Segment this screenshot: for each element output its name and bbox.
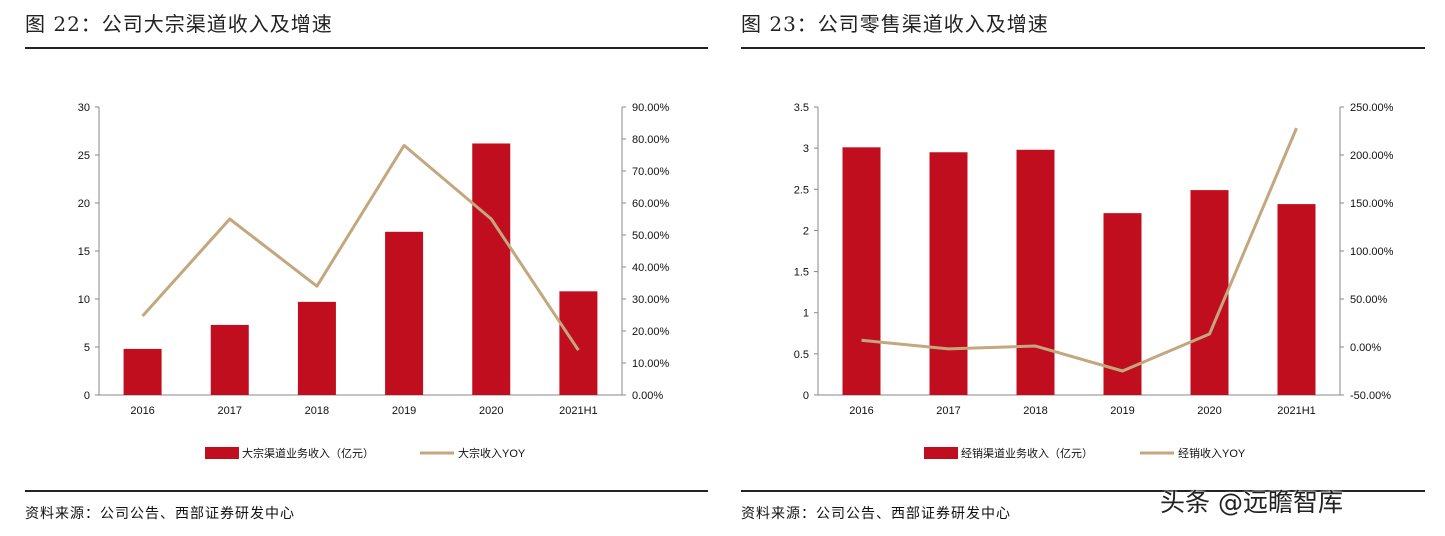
legend-bar-label: 大宗渠道业务收入（亿元） [242,446,374,460]
bar [472,143,511,395]
yoy-line [861,127,1298,373]
bar [842,147,881,395]
legend-bar-swatch [205,447,239,459]
chart-2: 0 0.5 1 1.5 2 2.5 3 3.5 -50.00% 0.00% 50.00% 100.00… [794,102,1394,460]
x-tick-label: 2020 [479,405,503,417]
bar [1277,204,1316,395]
bar [123,348,162,395]
x-tick-label: 2016 [849,405,873,417]
right-tick-label: 30.00% [632,294,670,306]
source-rule-2 [741,490,1425,492]
x-tick-label: 2020 [1197,405,1221,417]
left-tick-label: 0 [803,390,809,402]
left-tick-label: 1 [803,308,809,320]
x-tick-label: 2018 [1023,405,1047,417]
x-tick-label: 2016 [130,405,154,417]
x-tick-label: 2017 [936,405,960,417]
source-rule-1 [25,490,708,492]
left-tick-label: 1.5 [794,267,809,279]
bar [559,291,598,395]
left-tick-label: 3 [803,143,809,155]
left-tick-label: 0.5 [794,349,809,361]
right-tick-label: 150.00% [1350,198,1394,210]
x-tick-label: 2019 [392,405,416,417]
x-tick-label: 2021H1 [559,405,598,417]
right-tick-label: 20.00% [632,326,670,338]
right-tick-label: 250.00% [1350,102,1394,114]
right-tick-label: 50.00% [632,230,670,242]
legend-line-label: 大宗收入YOY [458,446,526,460]
right-tick-label: 40.00% [632,262,670,274]
source-note-1: 资料来源：公司公告、西部证券研发中心 [25,506,295,522]
right-tick-label: -50.00% [1350,390,1391,402]
chart-title-2: 图 23：公司零售渠道收入及增速 [741,12,1049,36]
right-tick-label: 80.00% [632,134,670,146]
chart-title-1: 图 22：公司大宗渠道收入及增速 [25,12,333,36]
chart-1: 0 5 10 15 20 25 30 0.00% 10.00% 20.00% 30.00% 40.00… [78,102,670,460]
left-tick-label: 5 [84,342,90,354]
right-tick-label: 0.00% [632,390,663,402]
left-tick-label: 10 [78,294,90,306]
legend-line-label: 经销收入YOY [1178,446,1246,460]
left-tick-label: 0 [84,390,90,402]
x-tick-label: 2018 [305,405,329,417]
title-rule-2 [741,47,1425,49]
x-tick-label: 2019 [1110,405,1134,417]
right-tick-label: 90.00% [632,102,670,114]
source-note-2: 资料来源：公司公告、西部证券研发中心 [741,506,1011,522]
left-tick-label: 15 [78,246,90,258]
left-tick-label: 30 [78,102,90,114]
bar [1190,190,1229,395]
watermark: 头条 @远瞻智库 [1160,488,1343,517]
bar [1016,149,1055,395]
right-tick-label: 70.00% [632,166,670,178]
right-tick-label: 50.00% [1350,294,1388,306]
x-tick-label: 2017 [218,405,242,417]
legend-bar-label: 经销渠道业务收入（亿元） [961,446,1093,460]
title-rule-1 [25,47,708,49]
bar [385,231,424,395]
left-tick-label: 2 [803,225,809,237]
left-tick-label: 25 [78,150,90,162]
right-tick-label: 0.00% [1350,342,1381,354]
bar [210,324,249,395]
right-tick-label: 200.00% [1350,150,1394,162]
right-tick-label: 60.00% [632,198,670,210]
left-tick-label: 3.5 [794,102,809,114]
legend-bar-swatch [924,447,958,459]
left-tick-label: 2.5 [794,184,809,196]
bar [297,301,336,395]
x-tick-label: 2021H1 [1277,405,1316,417]
right-tick-label: 100.00% [1350,246,1394,258]
bar [929,152,968,395]
right-tick-label: 10.00% [632,358,670,370]
yoy-line [141,143,580,352]
left-tick-label: 20 [78,198,90,210]
